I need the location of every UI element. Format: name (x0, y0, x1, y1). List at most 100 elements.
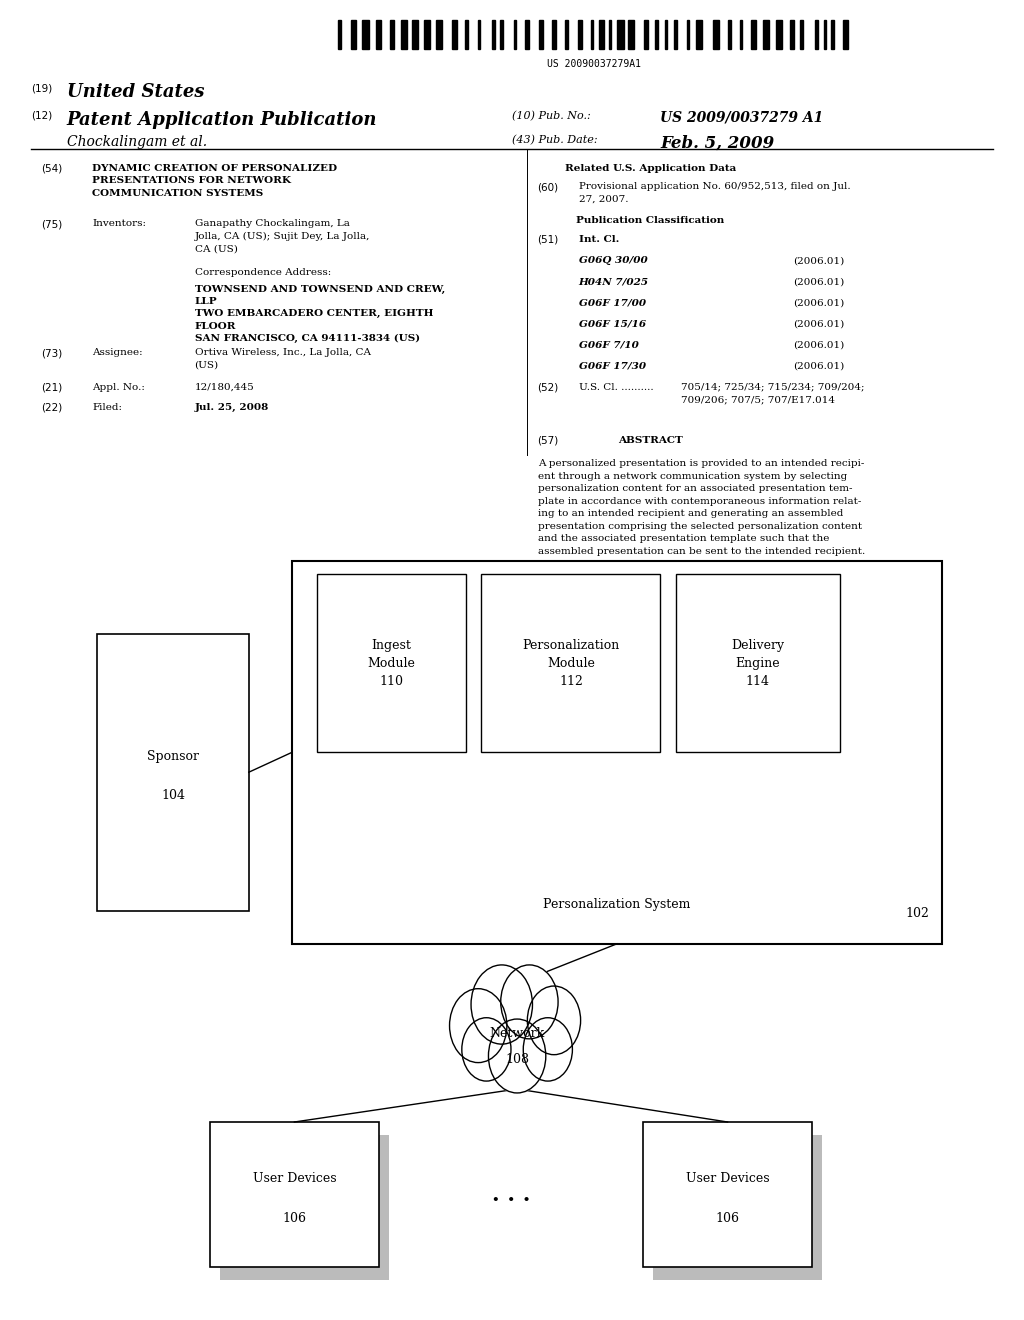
Bar (643, 1122, 812, 1267)
Bar (609, 20, 611, 49)
Text: (52): (52) (538, 383, 559, 393)
Text: (2006.01): (2006.01) (794, 256, 845, 265)
Text: G06F 7/10: G06F 7/10 (579, 341, 638, 350)
Text: 106: 106 (716, 1212, 739, 1225)
Text: User Devices: User Devices (253, 1172, 336, 1185)
Text: G06Q 30/00: G06Q 30/00 (579, 256, 647, 265)
Text: (54): (54) (41, 164, 62, 174)
Text: (51): (51) (538, 235, 559, 246)
Bar (525, 20, 529, 49)
Text: Appl. No.:: Appl. No.: (92, 383, 145, 392)
Text: . . .: . . . (492, 1184, 530, 1205)
Bar (628, 20, 634, 49)
Text: Correspondence Address:: Correspondence Address: (195, 268, 331, 277)
Text: TOWNSEND AND TOWNSEND AND CREW,
LLP
TWO EMBARCADERO CENTER, EIGHTH
FLOOR
SAN FRA: TOWNSEND AND TOWNSEND AND CREW, LLP TWO … (195, 285, 444, 343)
Text: (22): (22) (41, 403, 62, 413)
Text: (2006.01): (2006.01) (794, 277, 845, 286)
Bar (843, 20, 848, 49)
Bar (674, 20, 677, 49)
Bar (676, 574, 840, 752)
Text: G06F 17/00: G06F 17/00 (579, 298, 646, 308)
Bar (740, 20, 742, 49)
Text: 104: 104 (161, 789, 185, 803)
Text: G06F 15/16: G06F 15/16 (579, 319, 646, 329)
Text: A personalized presentation is provided to an intended recipi-
ent through a net: A personalized presentation is provided … (538, 459, 865, 556)
Text: Patent Application Publication: Patent Application Publication (67, 111, 377, 129)
Text: Inventors:: Inventors: (92, 219, 146, 228)
Bar (452, 20, 457, 49)
Text: (10) Pub. No.:: (10) Pub. No.: (512, 111, 591, 121)
Text: (21): (21) (41, 383, 62, 393)
Bar (565, 20, 568, 49)
Text: U.S. Cl. ..........: U.S. Cl. .......... (579, 383, 653, 392)
Bar (401, 20, 407, 49)
Bar (751, 20, 756, 49)
Text: US 2009/0037279 A1: US 2009/0037279 A1 (660, 111, 823, 125)
Circle shape (450, 989, 507, 1063)
Text: Sponsor: Sponsor (147, 750, 199, 763)
Bar (599, 20, 604, 49)
Bar (500, 20, 503, 49)
Text: (60): (60) (538, 182, 559, 193)
Bar (220, 1135, 389, 1280)
Bar (492, 20, 495, 49)
Text: Provisional application No. 60/952,513, filed on Jul.
27, 2007.: Provisional application No. 60/952,513, … (579, 182, 850, 203)
Text: Filed:: Filed: (92, 403, 122, 412)
Circle shape (488, 1019, 546, 1093)
Text: 108: 108 (505, 1053, 529, 1067)
Bar (713, 20, 719, 49)
Text: (2006.01): (2006.01) (794, 298, 845, 308)
Text: Network: Network (489, 1027, 545, 1040)
Bar (831, 20, 834, 49)
Bar (655, 20, 658, 49)
Bar (728, 20, 731, 49)
Bar (815, 20, 818, 49)
Text: Assignee:: Assignee: (92, 348, 142, 358)
Bar (539, 20, 543, 49)
Circle shape (501, 965, 558, 1039)
Bar (665, 20, 667, 49)
Text: Feb. 5, 2009: Feb. 5, 2009 (660, 135, 775, 152)
Bar (763, 20, 769, 49)
Text: (2006.01): (2006.01) (794, 362, 845, 371)
Circle shape (527, 986, 581, 1055)
Bar (376, 20, 381, 49)
Bar (552, 20, 556, 49)
Bar (97, 634, 249, 911)
Text: 106: 106 (283, 1212, 306, 1225)
Text: Personalization System: Personalization System (544, 898, 690, 911)
Text: (2006.01): (2006.01) (794, 319, 845, 329)
Text: ABSTRACT: ABSTRACT (617, 436, 683, 445)
Bar (351, 20, 356, 49)
Circle shape (523, 1018, 572, 1081)
Text: DYNAMIC CREATION OF PERSONALIZED
PRESENTATIONS FOR NETWORK
COMMUNICATION SYSTEMS: DYNAMIC CREATION OF PERSONALIZED PRESENT… (92, 164, 337, 198)
Text: (43) Pub. Date:: (43) Pub. Date: (512, 135, 598, 145)
Bar (617, 20, 624, 49)
Bar (591, 20, 593, 49)
Text: (75): (75) (41, 219, 62, 230)
Text: G06F 17/30: G06F 17/30 (579, 362, 646, 371)
Bar (436, 20, 442, 49)
Text: (57): (57) (538, 436, 559, 446)
Text: Ortiva Wireless, Inc., La Jolla, CA
(US): Ortiva Wireless, Inc., La Jolla, CA (US) (195, 348, 371, 370)
Bar (696, 20, 702, 49)
Bar (210, 1122, 379, 1267)
Bar (317, 574, 466, 752)
Bar (424, 20, 430, 49)
Text: (12): (12) (31, 111, 52, 121)
Text: Related U.S. Application Data: Related U.S. Application Data (564, 164, 736, 173)
Text: 102: 102 (906, 907, 930, 920)
Bar (412, 20, 418, 49)
Text: (2006.01): (2006.01) (794, 341, 845, 350)
Text: Delivery
Engine
114: Delivery Engine 114 (731, 639, 784, 688)
Text: User Devices: User Devices (686, 1172, 769, 1185)
Text: United States: United States (67, 83, 204, 102)
Bar (653, 1135, 822, 1280)
Text: Jul. 25, 2008: Jul. 25, 2008 (195, 403, 269, 412)
Bar (338, 20, 341, 49)
Bar (362, 20, 369, 49)
Text: Ingest
Module
110: Ingest Module 110 (368, 639, 416, 688)
Text: Ganapathy Chockalingam, La
Jolla, CA (US); Sujit Dey, La Jolla,
CA (US): Ganapathy Chockalingam, La Jolla, CA (US… (195, 219, 370, 253)
Circle shape (462, 1018, 511, 1081)
Text: H04N 7/025: H04N 7/025 (579, 277, 648, 286)
